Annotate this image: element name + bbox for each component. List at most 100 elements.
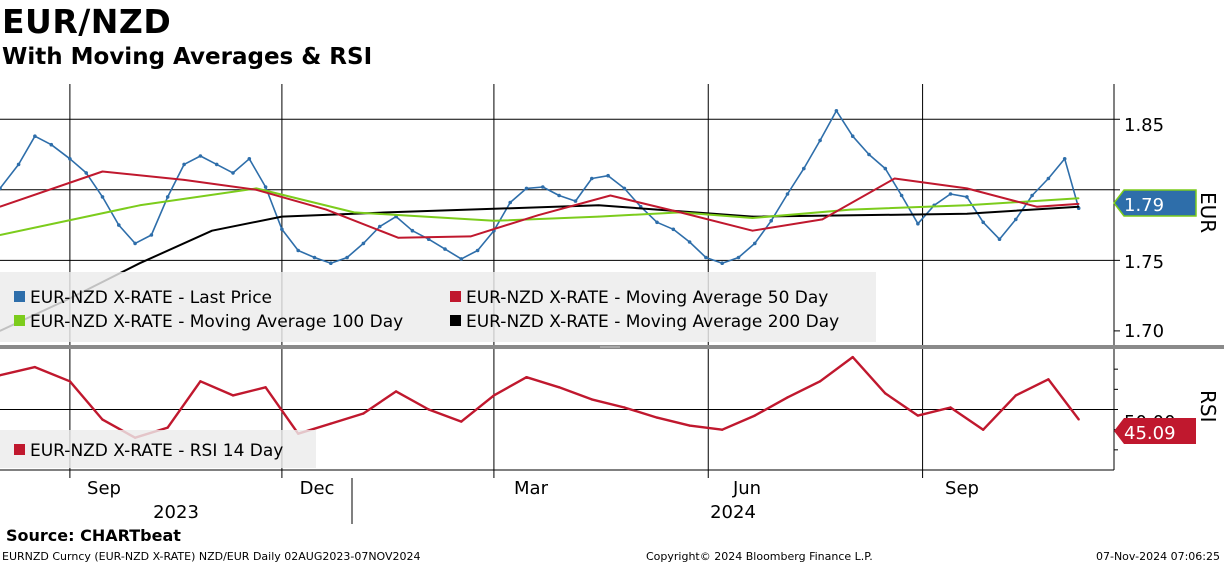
rsi-point [68,380,72,383]
ma100-point [1077,197,1080,200]
rsi-point [166,426,169,429]
rsi-point [688,424,691,427]
price-point [1046,176,1051,181]
rsi-point [231,394,235,397]
price-point [345,255,349,260]
price-point [802,166,806,171]
price-point [769,219,773,223]
price-point [378,224,382,229]
ma100-point [849,208,852,211]
legend-label-price: EUR-NZD X-RATE - Last Price [30,288,272,308]
price-point [704,255,708,260]
price-point [590,176,594,181]
y-tick-label-1-70: 1.70 [1124,321,1164,342]
ma50-point [966,187,968,190]
last-price-marker [1113,189,1197,217]
price-point [883,166,888,171]
price-point [296,248,301,253]
price-point [965,195,969,199]
price-point [720,261,724,266]
source-label: Source: CHARTbeat [6,526,181,545]
ma50-point [325,208,328,211]
price-point [0,186,2,191]
ma50-point [1035,205,1038,208]
rsi-point [329,422,332,425]
rsi-point [655,416,659,419]
price-point [671,227,676,232]
ma50-point [0,205,1,208]
ma100-point [0,234,1,236]
rsi-point [362,412,365,415]
price-point [1014,217,1018,222]
price-point [117,223,121,227]
x-tick-label-jun: Jun [732,478,761,499]
rsi-point [101,418,104,421]
y-axis-label-rsi: RSI [1196,390,1220,423]
ma50-point [469,235,472,238]
rsi-point [427,408,430,411]
rsi-point [851,355,854,359]
last-rsi-label: 45.09 [1124,423,1176,444]
rsi-point [786,396,789,399]
x-tick-label-mar: Mar [514,478,549,499]
price-point [459,257,464,261]
price-point [899,193,904,198]
ma50-point [255,189,258,191]
price-line [0,110,1080,265]
legend-label-ma100: EUR-NZD X-RATE - Moving Average 100 Day [30,312,403,332]
rsi-point [1047,378,1050,381]
ma50-point [183,179,185,181]
price-point [280,227,284,232]
legend-swatch-ma50 [450,291,461,302]
price-point [214,162,219,167]
ma50-point [751,229,754,232]
price-point [981,220,985,225]
price-point [165,195,170,199]
rsi-point [818,380,822,383]
ma50-point [397,237,400,239]
price-point [231,171,235,175]
price-point [182,162,186,167]
price-point [361,241,366,246]
price-point [508,200,512,205]
price-point [426,237,431,241]
price-grid [0,84,1120,345]
rsi-point [199,380,202,383]
legend-swatch-price [14,291,25,302]
price-point [1062,157,1067,161]
ma50-point [101,170,104,173]
ma200-point [281,215,283,218]
rsi-point [1014,394,1017,397]
price-point [606,173,610,178]
price-point [149,233,154,237]
x-tick-label-sep-2023: Sep [87,478,121,499]
rsi-legend-box [0,430,316,468]
ma100-point [597,215,600,218]
ma50-point [821,218,824,221]
price-point [655,220,659,225]
y-axis-label-eur: EUR [1196,192,1220,233]
price-point [916,221,920,226]
price-point [68,157,72,161]
price-point [541,185,545,189]
price-point [622,186,627,191]
ma50-point [893,177,896,180]
rsi-point [557,386,561,389]
price-point [443,247,447,251]
price-point [524,186,529,191]
price-point [948,192,953,196]
price-point [785,192,790,196]
ma50-point [537,214,539,216]
price-point [867,152,871,157]
rsi-point [590,398,593,401]
price-point [834,109,839,113]
rsi-point [492,394,496,397]
rsi-point [1077,418,1080,421]
ma100-point [353,211,355,214]
legend-label-rsi: EUR-NZD X-RATE - RSI 14 Day [30,441,283,461]
rsi-point [753,414,756,417]
rsi-point [949,406,952,409]
x-tick-label-dec: Dec [300,478,335,499]
chart-subtitle: With Moving Averages & RSI [2,44,373,70]
